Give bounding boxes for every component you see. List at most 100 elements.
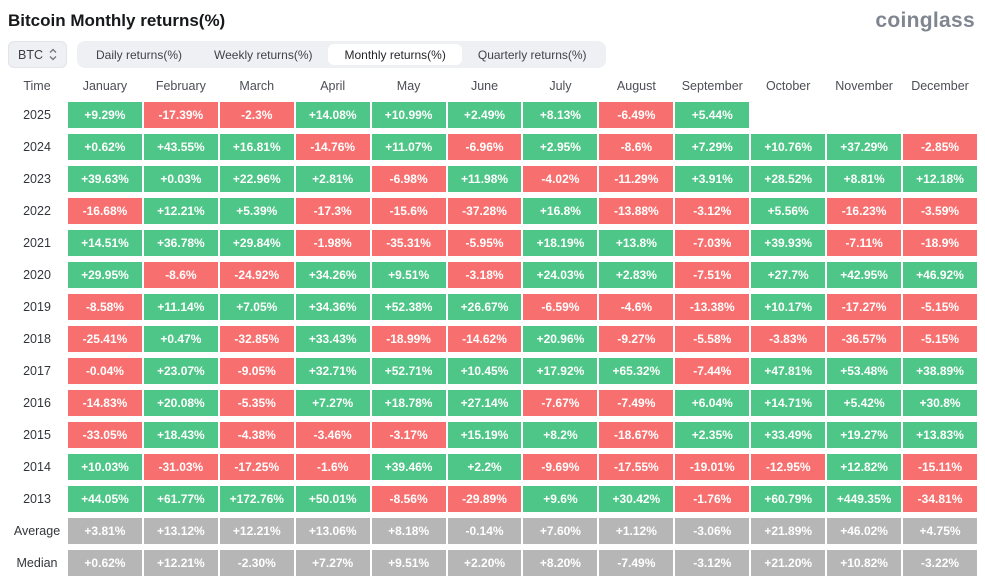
return-cell[interactable]: -6.59% xyxy=(523,294,598,320)
return-cell[interactable]: -4.38% xyxy=(219,422,294,448)
return-cell[interactable]: +36.78% xyxy=(143,230,218,256)
return-cell[interactable]: -3.06% xyxy=(675,518,750,544)
return-cell[interactable]: +32.71% xyxy=(295,358,370,384)
return-cell[interactable]: -5.35% xyxy=(219,390,294,416)
return-cell[interactable]: -3.22% xyxy=(903,550,977,576)
return-cell[interactable]: +39.63% xyxy=(68,166,142,192)
return-cell[interactable]: +20.96% xyxy=(523,326,598,352)
return-cell[interactable]: +47.81% xyxy=(751,358,826,384)
return-cell[interactable]: +18.78% xyxy=(371,390,446,416)
return-cell[interactable]: +61.77% xyxy=(143,486,218,512)
return-cell[interactable]: -3.83% xyxy=(751,326,826,352)
return-cell[interactable]: +7.27% xyxy=(295,550,370,576)
return-cell[interactable]: +13.12% xyxy=(143,518,218,544)
return-cell[interactable]: +23.07% xyxy=(143,358,218,384)
return-cell[interactable]: +15.19% xyxy=(447,422,522,448)
return-cell[interactable]: -18.9% xyxy=(903,230,977,256)
return-cell[interactable]: +0.47% xyxy=(143,326,218,352)
return-cell[interactable]: +50.01% xyxy=(295,486,370,512)
return-cell[interactable]: +449.35% xyxy=(827,486,902,512)
return-cell[interactable]: -33.05% xyxy=(68,422,142,448)
return-cell[interactable]: +10.03% xyxy=(68,454,142,480)
return-cell[interactable]: +13.8% xyxy=(599,230,674,256)
return-cell[interactable]: -5.58% xyxy=(675,326,750,352)
return-cell[interactable]: -32.85% xyxy=(219,326,294,352)
return-cell[interactable]: +8.2% xyxy=(523,422,598,448)
return-cell[interactable]: +7.27% xyxy=(295,390,370,416)
return-cell[interactable]: -37.28% xyxy=(447,198,522,224)
return-cell[interactable]: -31.03% xyxy=(143,454,218,480)
return-cell[interactable]: -36.57% xyxy=(827,326,902,352)
return-cell[interactable]: +0.62% xyxy=(68,134,142,160)
return-cell[interactable]: +46.02% xyxy=(827,518,902,544)
return-cell[interactable]: -35.31% xyxy=(371,230,446,256)
return-cell[interactable]: +2.83% xyxy=(599,262,674,288)
return-cell[interactable]: -16.68% xyxy=(68,198,142,224)
return-cell[interactable]: -5.15% xyxy=(903,326,977,352)
return-cell[interactable]: +12.21% xyxy=(143,198,218,224)
return-cell[interactable]: +2.81% xyxy=(295,166,370,192)
return-cell[interactable]: +27.7% xyxy=(751,262,826,288)
return-cell[interactable]: +0.62% xyxy=(68,550,142,576)
return-cell[interactable]: +12.82% xyxy=(827,454,902,480)
return-cell[interactable]: +42.95% xyxy=(827,262,902,288)
return-cell[interactable]: -7.11% xyxy=(827,230,902,256)
return-cell[interactable]: +2.49% xyxy=(447,102,522,128)
return-cell[interactable]: +34.36% xyxy=(295,294,370,320)
return-cell[interactable]: +10.99% xyxy=(371,102,446,128)
return-cell[interactable]: +10.45% xyxy=(447,358,522,384)
return-cell[interactable]: -3.59% xyxy=(903,198,977,224)
return-cell[interactable]: -14.76% xyxy=(295,134,370,160)
return-cell[interactable]: +2.35% xyxy=(675,422,750,448)
return-cell[interactable]: +34.26% xyxy=(295,262,370,288)
return-cell[interactable]: -25.41% xyxy=(68,326,142,352)
return-cell[interactable]: -17.39% xyxy=(143,102,218,128)
return-cell[interactable]: +8.20% xyxy=(523,550,598,576)
return-cell[interactable]: +39.93% xyxy=(751,230,826,256)
return-cell[interactable]: +14.51% xyxy=(68,230,142,256)
return-cell[interactable]: +60.79% xyxy=(751,486,826,512)
return-cell[interactable]: +9.51% xyxy=(371,550,446,576)
return-cell[interactable]: -7.67% xyxy=(523,390,598,416)
return-cell[interactable]: +7.60% xyxy=(523,518,598,544)
return-cell[interactable]: -9.05% xyxy=(219,358,294,384)
return-cell[interactable]: +5.42% xyxy=(827,390,902,416)
return-cell[interactable]: -2.3% xyxy=(219,102,294,128)
return-cell[interactable]: +14.71% xyxy=(751,390,826,416)
return-cell[interactable]: -0.14% xyxy=(447,518,522,544)
return-cell[interactable]: -14.83% xyxy=(68,390,142,416)
return-cell[interactable]: -3.46% xyxy=(295,422,370,448)
return-cell[interactable]: -17.27% xyxy=(827,294,902,320)
return-cell[interactable]: +14.08% xyxy=(295,102,370,128)
return-cell[interactable]: +21.20% xyxy=(751,550,826,576)
return-cell[interactable]: +11.07% xyxy=(371,134,446,160)
return-cell[interactable]: -17.25% xyxy=(219,454,294,480)
return-cell[interactable]: -18.99% xyxy=(371,326,446,352)
return-cell[interactable]: -8.58% xyxy=(68,294,142,320)
return-cell[interactable]: +44.05% xyxy=(68,486,142,512)
return-cell[interactable]: +19.27% xyxy=(827,422,902,448)
return-cell[interactable]: -13.88% xyxy=(599,198,674,224)
return-cell[interactable]: -17.3% xyxy=(295,198,370,224)
return-cell[interactable]: +3.91% xyxy=(675,166,750,192)
return-cell[interactable]: -9.27% xyxy=(599,326,674,352)
return-cell[interactable]: +1.12% xyxy=(599,518,674,544)
return-cell[interactable]: +2.2% xyxy=(447,454,522,480)
return-cell[interactable]: -5.95% xyxy=(447,230,522,256)
return-cell[interactable]: +52.71% xyxy=(371,358,446,384)
return-cell[interactable]: +12.21% xyxy=(143,550,218,576)
return-cell[interactable]: +29.95% xyxy=(68,262,142,288)
return-cell[interactable]: -14.62% xyxy=(447,326,522,352)
tab-weekly-returns[interactable]: Weekly returns(%) xyxy=(198,44,328,65)
return-cell[interactable]: +172.76% xyxy=(219,486,294,512)
return-cell[interactable]: -7.49% xyxy=(599,390,674,416)
return-cell[interactable]: +5.39% xyxy=(219,198,294,224)
return-cell[interactable]: -15.11% xyxy=(903,454,977,480)
return-cell[interactable]: +9.6% xyxy=(523,486,598,512)
return-cell[interactable]: -8.6% xyxy=(599,134,674,160)
return-cell[interactable]: +37.29% xyxy=(827,134,902,160)
return-cell[interactable]: +2.95% xyxy=(523,134,598,160)
return-cell[interactable]: +65.32% xyxy=(599,358,674,384)
return-cell[interactable]: +18.43% xyxy=(143,422,218,448)
return-cell[interactable]: +13.06% xyxy=(295,518,370,544)
